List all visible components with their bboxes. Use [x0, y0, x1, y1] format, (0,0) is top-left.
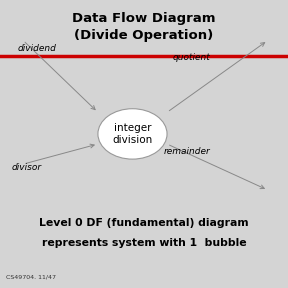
Text: quotient: quotient — [173, 53, 211, 62]
Text: CS49704. 11/47: CS49704. 11/47 — [6, 274, 56, 279]
Text: integer: integer — [114, 123, 151, 132]
Text: represents system with 1  bubble: represents system with 1 bubble — [42, 238, 246, 248]
Ellipse shape — [98, 109, 167, 159]
Text: Level 0 DF (fundamental) diagram: Level 0 DF (fundamental) diagram — [39, 218, 249, 228]
Text: (Divide Operation): (Divide Operation) — [74, 29, 214, 43]
Text: divisor: divisor — [12, 162, 42, 172]
Text: dividend: dividend — [17, 44, 56, 54]
Text: remainder: remainder — [164, 147, 211, 156]
Text: division: division — [112, 135, 153, 145]
Text: Data Flow Diagram: Data Flow Diagram — [72, 12, 216, 25]
